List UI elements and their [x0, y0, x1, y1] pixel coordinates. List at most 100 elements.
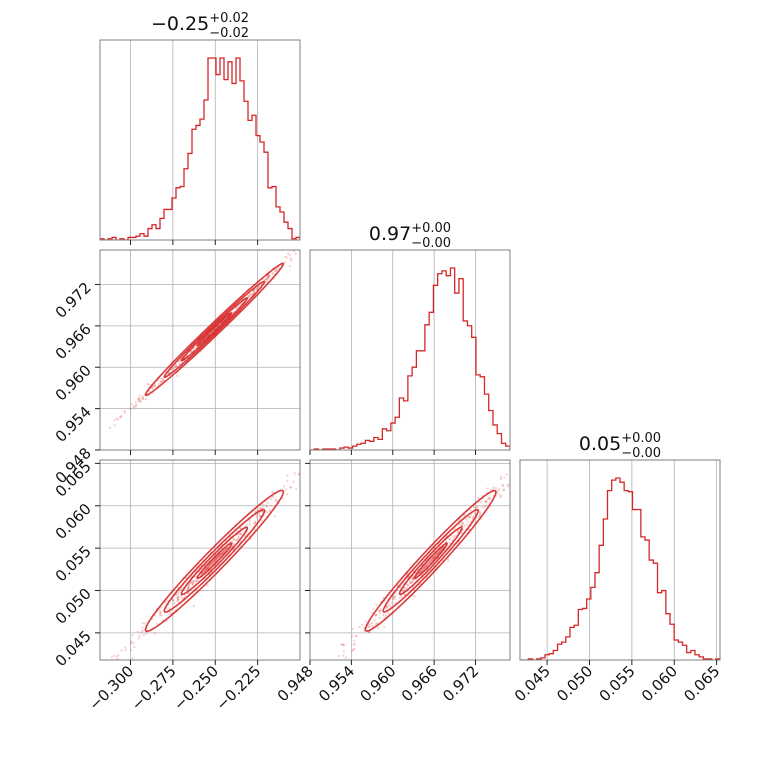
sample-point — [239, 527, 243, 530]
sample-point — [119, 416, 122, 419]
sample-point — [262, 506, 265, 509]
sample-point — [187, 587, 190, 590]
sample-point — [264, 504, 268, 507]
sample-point — [133, 645, 136, 648]
sample-point — [141, 629, 144, 632]
sample-point — [444, 540, 448, 543]
sample-point — [176, 374, 179, 377]
sample-point — [175, 596, 178, 599]
y-tick-label: 0.055 — [52, 542, 95, 585]
sample-point — [177, 597, 180, 600]
sample-point — [145, 632, 148, 635]
density-layer — [108, 234, 315, 429]
histogram-panel-2: 0.05+0.00−0.00 0.045 0.050 0.055 0.060 0.065 — [511, 431, 724, 705]
sample-point — [293, 472, 297, 475]
sample-point — [274, 269, 278, 273]
sample-point — [353, 647, 356, 651]
sample-point — [313, 234, 315, 236]
density-core — [200, 315, 229, 343]
sample-point — [265, 280, 269, 284]
sample-point — [448, 542, 451, 545]
sample-point — [116, 657, 119, 660]
sample-point — [364, 620, 368, 623]
x-tick-label: 0.966 — [398, 662, 441, 705]
sample-point — [407, 584, 410, 587]
sample-point — [379, 616, 382, 619]
sample-point — [267, 274, 271, 278]
sample-point — [197, 579, 200, 582]
sample-point — [401, 590, 405, 593]
sample-point — [371, 611, 374, 614]
sample-point — [391, 597, 395, 600]
histogram-step-line — [520, 477, 720, 660]
sample-point — [266, 511, 269, 514]
sample-point — [167, 371, 170, 374]
y-tick-label: 0.060 — [52, 500, 95, 543]
x-tick-label: −0.250 — [170, 662, 222, 714]
sample-point — [120, 415, 123, 418]
sample-point — [247, 294, 250, 297]
title-value: 0.05 — [579, 433, 621, 455]
sample-point — [266, 276, 269, 279]
sample-point — [478, 510, 481, 513]
sample-point — [140, 631, 143, 634]
sample-point — [463, 514, 466, 517]
sample-point — [186, 592, 190, 595]
sample-point — [409, 582, 412, 585]
sample-point — [405, 583, 408, 586]
sample-point — [260, 519, 263, 522]
sample-point — [118, 661, 120, 663]
sample-point — [255, 287, 259, 290]
sample-point — [498, 488, 501, 491]
sample-point — [394, 598, 397, 601]
sample-point — [271, 273, 274, 276]
sample-point — [500, 495, 503, 498]
sample-point — [410, 581, 413, 584]
density-layer — [110, 472, 300, 663]
sample-point — [288, 254, 291, 257]
histogram-title: 0.97+0.00 — [369, 221, 451, 245]
sample-point — [499, 475, 503, 478]
sample-point — [378, 610, 381, 613]
sample-point — [463, 525, 466, 528]
sample-point — [112, 654, 116, 657]
sample-point — [410, 581, 413, 584]
sample-point — [164, 601, 167, 604]
sample-point — [267, 275, 270, 278]
sample-point — [239, 533, 243, 536]
sample-point — [248, 522, 252, 526]
sample-point — [132, 641, 135, 644]
sample-point — [327, 665, 329, 667]
sample-point — [237, 536, 240, 539]
sample-point — [393, 596, 397, 599]
sample-point — [236, 538, 240, 541]
sample-point — [478, 514, 481, 517]
sample-point — [166, 599, 169, 602]
sample-point — [144, 621, 147, 625]
sample-point — [195, 579, 198, 583]
sample-point — [267, 277, 270, 280]
sample-point — [161, 380, 164, 383]
title-lower-error: −0.02 — [209, 26, 249, 41]
sample-point — [489, 488, 492, 491]
sample-point — [271, 272, 275, 275]
sample-point — [375, 603, 378, 606]
sample-point — [252, 289, 255, 293]
sample-point — [165, 620, 168, 623]
sample-point — [476, 516, 479, 519]
sample-point — [411, 577, 414, 581]
sample-point — [130, 640, 133, 643]
sample-point — [168, 612, 171, 615]
sample-point — [131, 657, 134, 660]
sample-point — [289, 486, 292, 489]
sample-point — [472, 515, 475, 518]
sample-point — [159, 612, 162, 615]
sample-point — [252, 291, 256, 294]
sample-point — [457, 531, 460, 534]
title-lower-error: −0.00 — [411, 236, 451, 251]
sample-point — [160, 606, 163, 609]
scatter-panel-2-0: −0.300−0.275−0.250−0.2250.0450.0500.0550… — [52, 457, 301, 714]
sample-point — [255, 288, 258, 291]
sample-point — [249, 294, 252, 297]
